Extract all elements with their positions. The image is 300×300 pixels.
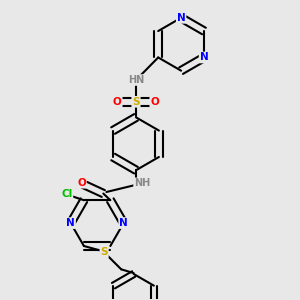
Text: HN: HN <box>128 75 144 85</box>
Text: N: N <box>119 218 128 228</box>
Text: NH: NH <box>134 178 150 188</box>
Text: Cl: Cl <box>61 189 72 199</box>
Text: N: N <box>177 13 185 23</box>
Text: S: S <box>132 97 140 107</box>
Text: O: O <box>77 178 86 188</box>
Text: S: S <box>100 247 108 257</box>
Text: O: O <box>150 97 159 107</box>
Text: N: N <box>66 218 75 228</box>
Text: N: N <box>200 52 208 62</box>
Text: O: O <box>113 97 122 107</box>
